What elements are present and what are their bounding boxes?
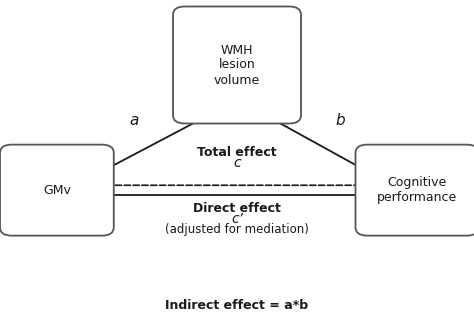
Text: (adjusted for mediation): (adjusted for mediation) bbox=[165, 223, 309, 236]
Text: Total effect: Total effect bbox=[197, 146, 277, 159]
Text: GMv: GMv bbox=[43, 184, 71, 197]
FancyBboxPatch shape bbox=[173, 6, 301, 124]
Text: WMH
lesion
volume: WMH lesion volume bbox=[214, 44, 260, 86]
Text: Cognitive
performance: Cognitive performance bbox=[377, 176, 457, 204]
Text: Indirect effect = a*b: Indirect effect = a*b bbox=[165, 299, 309, 312]
Text: a: a bbox=[129, 113, 138, 128]
FancyBboxPatch shape bbox=[356, 145, 474, 236]
FancyBboxPatch shape bbox=[0, 145, 114, 236]
Text: c: c bbox=[233, 156, 241, 170]
Text: Direct effect: Direct effect bbox=[193, 202, 281, 215]
Text: b: b bbox=[336, 113, 345, 128]
Text: c’: c’ bbox=[231, 212, 243, 226]
